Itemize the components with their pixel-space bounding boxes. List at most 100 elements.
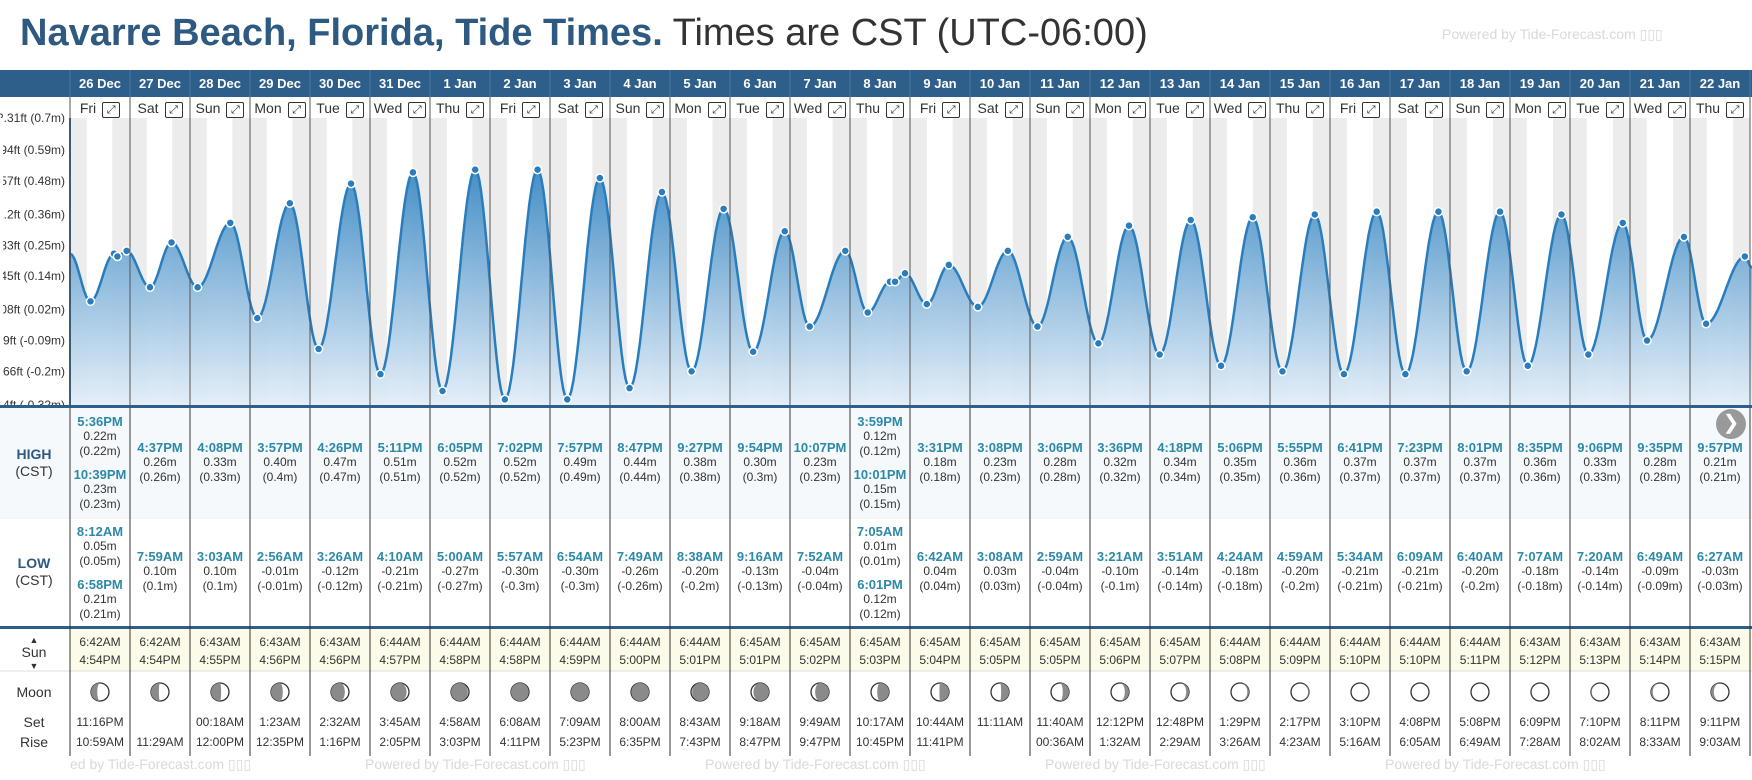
high-tide-time: 5:55PM <box>1277 440 1323 455</box>
expand-icon[interactable]: ⤢ <box>707 102 726 118</box>
low-tide-height: 0.05m <box>83 539 117 553</box>
low-tide-height: 0.21m <box>83 592 117 606</box>
moonset-time: 00:18AM <box>195 715 245 729</box>
expand-icon[interactable]: ⤢ <box>886 102 905 118</box>
expand-icon[interactable]: ⤢ <box>1248 102 1267 118</box>
expand-icon[interactable]: ⤢ <box>345 102 364 118</box>
expand-icon[interactable]: ⤢ <box>1004 102 1023 118</box>
sunset-time: 5:04PM <box>919 653 961 667</box>
expand-icon[interactable]: ⤢ <box>1547 102 1566 118</box>
high-tide-height-m: (0.44m) <box>619 470 661 484</box>
expand-icon[interactable]: ⤢ <box>466 102 485 118</box>
expand-icon[interactable]: ⤢ <box>408 102 427 118</box>
expand-icon[interactable]: ⤢ <box>164 102 183 118</box>
low-tide-time: 4:10AM <box>376 549 424 564</box>
expand-icon[interactable]: ⤢ <box>1362 102 1381 118</box>
expand-icon[interactable]: ⤢ <box>522 102 541 118</box>
moon-times-cell: 3:45AM 2:05PM <box>370 712 430 752</box>
weekday-label: Wed <box>1213 100 1243 116</box>
expand-icon[interactable]: ⤢ <box>646 102 665 118</box>
high-tide-height: 0.38m <box>683 455 717 469</box>
expand-icon[interactable]: ⤢ <box>1127 102 1146 118</box>
moonrise-time: 9:03AM <box>1699 735 1741 749</box>
watermark-bottom-2: Powered by Tide-Forecast.com ▯▯▯ <box>365 756 586 772</box>
date-label: 6 Jan <box>743 76 777 91</box>
expand-icon[interactable]: ⤢ <box>102 102 121 118</box>
high-tide-point <box>1556 209 1567 220</box>
low-tide-height: -0.27m <box>441 564 479 578</box>
expand-icon[interactable]: ⤢ <box>1185 102 1204 118</box>
expand-icon[interactable]: ⤢ <box>1424 102 1443 118</box>
weekday-label: Wed <box>793 100 823 116</box>
high-tide-point <box>1248 212 1258 223</box>
sunset-time: 5:01PM <box>679 653 721 667</box>
moonrise-time: 9:47PM <box>799 735 841 749</box>
sunrise-time: 6:43AM <box>1579 635 1621 649</box>
moonset-time: 11:16PM <box>76 715 124 729</box>
high-tide-time: 4:08PM <box>197 440 243 455</box>
weekday-label: Sun <box>1455 100 1481 116</box>
weekday-label: Tue <box>316 100 340 116</box>
sun-cell: 6:43AM 5:13PM <box>1570 633 1630 669</box>
expand-icon[interactable]: ⤢ <box>1605 102 1624 118</box>
high-tide-height-m: (0.28m) <box>1639 470 1681 484</box>
expand-icon[interactable]: ⤢ <box>1066 102 1085 118</box>
expand-icon[interactable]: ⤢ <box>1306 102 1325 118</box>
low-tide-cell: 3:26AM -0.12m (-0.12m) <box>310 549 370 594</box>
weekday-cell: Mon ⤢ <box>670 101 730 118</box>
low-tide-height: -0.04m <box>1041 564 1079 578</box>
low-tide-height: -0.04m <box>801 564 839 578</box>
sunrise-time: 6:44AM <box>679 635 721 649</box>
sunrise-time: 6:43AM <box>1639 635 1681 649</box>
expand-icon[interactable]: ⤢ <box>1726 102 1745 118</box>
low-tide-height-m: (-0.26m) <box>617 579 663 593</box>
high-tide-height-m: (0.28m) <box>1039 470 1081 484</box>
high-tide-height: 0.37m <box>1403 455 1437 469</box>
moonrise-time: 10:59AM <box>75 735 125 749</box>
y-tick-label: 0.08ft (0.02m) <box>0 303 65 317</box>
y-tick-label: 0.45ft (0.14m) <box>0 269 65 283</box>
high-tide-height-m: (0.34m) <box>1159 470 1201 484</box>
low-tide-time: 8:12AM <box>76 524 124 539</box>
low-tide-height-m: (-0.18m) <box>1517 579 1563 593</box>
expand-icon[interactable]: ⤢ <box>942 102 961 118</box>
expand-icon[interactable]: ⤢ <box>765 102 784 118</box>
sunset-time: 5:06PM <box>1099 653 1141 667</box>
watermark-bottom-4-text: Powered by Tide-Forecast.com <box>1045 756 1239 772</box>
low-tide-height-m: (-0.18m) <box>1217 579 1263 593</box>
high-tide-height-m: (0.47m) <box>319 470 361 484</box>
sunrise-time: 6:45AM <box>1159 635 1201 649</box>
expand-icon[interactable]: ⤢ <box>1486 102 1505 118</box>
weekday-label: Thu <box>1695 100 1721 116</box>
moonset-time: 2:17PM <box>1279 715 1321 729</box>
moon-shadow <box>631 683 649 701</box>
low-tide-time: 7:07AM <box>1516 549 1564 564</box>
low-tide-time: 6:40AM <box>1456 549 1504 564</box>
next-page-arrow[interactable]: ❯ <box>1716 409 1746 439</box>
expand-icon[interactable]: ⤢ <box>287 102 306 118</box>
night-shade <box>1090 118 1107 405</box>
low-tide-point <box>1277 366 1288 377</box>
high-tide-time: 8:01PM <box>1457 440 1503 455</box>
low-tide-point <box>804 321 815 332</box>
low-tide-point <box>862 307 873 318</box>
low-tide-cell: 5:57AM -0.30m (-0.3m) <box>490 549 550 594</box>
expand-icon[interactable]: ⤢ <box>828 102 847 118</box>
moonrise-time: 2:29AM <box>1159 735 1201 749</box>
weekday-cell: Thu ⤢ <box>430 101 490 118</box>
y-tick-label: -0.29ft (-0.09m) <box>0 334 65 348</box>
low-tide-height: -0.20m <box>1461 564 1499 578</box>
expand-icon[interactable]: ⤢ <box>226 102 245 118</box>
moon-times-cell: 11:29AM <box>130 712 190 752</box>
high-tide-point <box>718 204 729 214</box>
weekday-label: Sun <box>195 100 221 116</box>
high-tide-height-m: (0.37m) <box>1399 470 1441 484</box>
y-axis-clip <box>0 118 3 405</box>
high-tide-cell: 5:11PM 0.51m (0.51m) <box>370 440 430 485</box>
high-tide-point <box>1679 232 1689 242</box>
weekday-label: Sat <box>977 100 999 116</box>
watermark-bottom-3-text: Powered by Tide-Forecast.com <box>705 756 899 772</box>
expand-icon[interactable]: ⤢ <box>1668 102 1687 118</box>
weekday-cell: Mon ⤢ <box>1510 101 1570 118</box>
expand-icon[interactable]: ⤢ <box>584 102 603 118</box>
